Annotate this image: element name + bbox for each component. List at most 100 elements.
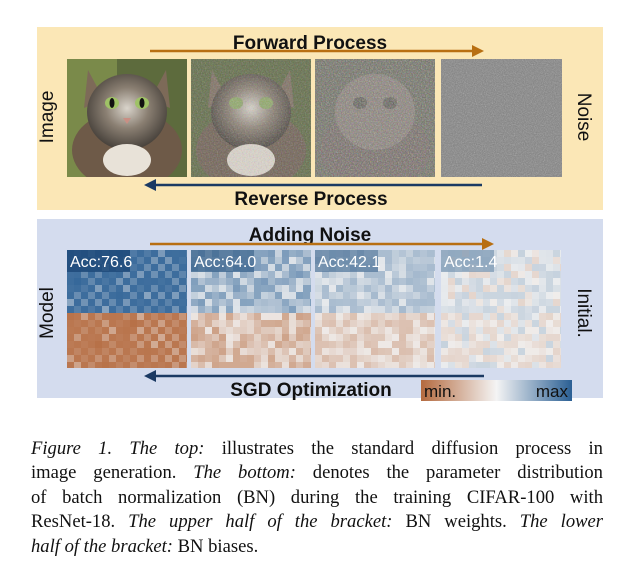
heatmap-cell — [455, 334, 462, 341]
heatmap-cell — [81, 313, 88, 320]
heatmap-cell — [434, 285, 435, 292]
heatmap-cell — [81, 292, 88, 299]
heatmap-cell — [350, 299, 357, 306]
heatmap-cell — [226, 278, 233, 285]
heatmap-cell — [427, 257, 434, 264]
heatmap-cell — [553, 313, 560, 320]
heatmap-cell — [310, 355, 311, 362]
heatmap-cell — [322, 285, 329, 292]
heatmap-cell — [385, 348, 392, 355]
heatmap-cell — [532, 299, 539, 306]
heatmap-cell — [165, 320, 172, 327]
heatmap-cell — [532, 278, 539, 285]
heatmap-cell — [434, 320, 435, 327]
heatmap-cell — [413, 341, 420, 348]
heatmap-cell — [413, 327, 420, 334]
heatmap-cell — [315, 278, 322, 285]
heatmap-cell — [497, 355, 504, 362]
heatmap-cell — [137, 341, 144, 348]
heatmap-cell — [191, 362, 198, 368]
heatmap-cell — [462, 341, 469, 348]
heatmap-cell — [296, 313, 303, 320]
heatmap-cell — [378, 257, 385, 264]
heatmap-cell — [413, 362, 420, 368]
heatmap-cell — [247, 313, 254, 320]
caption-lower-text: BN biases. — [177, 535, 259, 557]
heatmap-cell — [469, 271, 476, 278]
heatmap-cell — [448, 320, 455, 327]
heatmap-cell — [172, 348, 179, 355]
heatmap-cell — [504, 327, 511, 334]
heatmap-cell — [462, 362, 469, 368]
heatmap-cell — [357, 334, 364, 341]
heatmap-cell — [497, 264, 504, 271]
forward-arrow — [150, 45, 484, 57]
heatmap-cell — [275, 271, 282, 278]
heatmap-cell — [137, 313, 144, 320]
caption-bottom-title: The bottom: — [193, 462, 296, 484]
heatmap-cell — [476, 348, 483, 355]
heatmap-cell — [212, 285, 219, 292]
heatmap-cell — [448, 355, 455, 362]
heatmap-cell — [399, 327, 406, 334]
heatmap-cell — [191, 320, 198, 327]
heatmap-cell — [268, 348, 275, 355]
heatmap-cell — [448, 327, 455, 334]
heatmap-cell — [254, 341, 261, 348]
heatmap-cell — [455, 341, 462, 348]
heatmap-cell — [268, 327, 275, 334]
heatmap-cell — [191, 299, 198, 306]
heatmap-cell — [350, 348, 357, 355]
heatmap-cell — [399, 285, 406, 292]
heatmap-cell — [448, 271, 455, 278]
heatmap-cell — [254, 271, 261, 278]
heatmap-cell — [504, 348, 511, 355]
heatmap-cell — [385, 250, 392, 257]
heatmap-cell — [504, 264, 511, 271]
heatmap-cell — [399, 271, 406, 278]
heatmap-cell — [282, 334, 289, 341]
heatmap-cell — [427, 264, 434, 271]
heatmap-cell — [303, 362, 310, 368]
heatmap-cell — [420, 299, 427, 306]
heatmap-cell — [462, 271, 469, 278]
heatmap-cell — [95, 334, 102, 341]
heatmap-cell — [511, 285, 518, 292]
heatmap-cell — [165, 327, 172, 334]
heatmap-cell — [343, 278, 350, 285]
heatmap-cell — [364, 299, 371, 306]
heatmap-cell — [172, 264, 179, 271]
heatmap-cell — [322, 306, 329, 313]
heatmap-cell — [158, 362, 165, 368]
heatmap-cell — [497, 250, 504, 257]
heatmap-cell — [476, 285, 483, 292]
heatmap-cell — [315, 271, 322, 278]
bn-parameter-heatmaps — [67, 250, 561, 368]
heatmap-cell — [116, 271, 123, 278]
heatmap-cell — [95, 278, 102, 285]
heatmap-cell — [95, 341, 102, 348]
heatmap-cell — [399, 264, 406, 271]
heatmap-cell — [81, 341, 88, 348]
heatmap-cell — [546, 299, 553, 306]
heatmap-cell — [158, 355, 165, 362]
heatmap-cell — [343, 299, 350, 306]
heatmap-cell — [511, 362, 518, 368]
heatmap-cell — [109, 327, 116, 334]
heatmap-cell — [385, 362, 392, 368]
heatmap-cell — [413, 355, 420, 362]
heatmap-cell — [303, 313, 310, 320]
heatmap-cell — [268, 299, 275, 306]
heatmap-cell — [539, 362, 546, 368]
heatmap-cell — [434, 348, 435, 355]
heatmap-cell — [385, 278, 392, 285]
heatmap-cell — [518, 313, 525, 320]
heatmap-cell — [205, 355, 212, 362]
heatmap-cell — [392, 292, 399, 299]
heatmap-cell — [462, 355, 469, 362]
heatmap-cell — [172, 285, 179, 292]
heatmap-cell — [343, 320, 350, 327]
heatmap-cell — [95, 348, 102, 355]
heatmap-cell — [212, 278, 219, 285]
heatmap-cell — [546, 264, 553, 271]
